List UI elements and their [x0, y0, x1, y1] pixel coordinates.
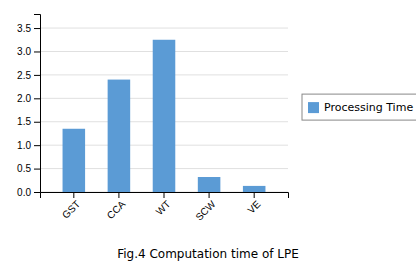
y-tick: 1.5 [17, 116, 40, 127]
x-tick-mark [73, 192, 74, 198]
y-tick-mark [34, 28, 40, 29]
y-tick: 1.0 [17, 140, 40, 151]
y-tick: 3.0 [17, 46, 40, 57]
y-tick: 2.0 [17, 93, 40, 104]
y-tick-mark [34, 169, 40, 170]
x-tick-label: GST [60, 198, 82, 220]
x-tick-mark [164, 192, 165, 198]
y-tick-mark [34, 51, 40, 52]
y-tick-mark [34, 75, 40, 76]
y-tick: 3.5 [17, 23, 40, 34]
bars [63, 40, 266, 192]
legend-swatch [308, 102, 319, 113]
y-tick-label: 2.0 [17, 93, 31, 104]
y-tick: 0.5 [17, 163, 40, 174]
x-axis-line [41, 193, 289, 199]
y-tick-label: 3.0 [17, 46, 31, 57]
x-axis: GST CCA WT SCW VE [41, 192, 289, 223]
x-tick: CCA [105, 192, 128, 221]
x-tick-label: SCW [193, 198, 218, 223]
caption: Fig.4 Computation time of LPE [117, 247, 299, 261]
x-tick-mark [254, 192, 255, 198]
y-axis: 0.0 0.5 1.0 1.5 2.0 2.5 3.0 3.5 [17, 15, 40, 198]
y-tick-label: 1.5 [17, 116, 31, 127]
x-tick: GST [60, 192, 82, 221]
y-tick-mark [34, 98, 40, 99]
x-tick-mark [209, 192, 210, 198]
plot-area: 0.0 0.5 1.0 1.5 2.0 2.5 3.0 3.5 GST CCA WT SCW VE [17, 15, 288, 223]
bar [198, 177, 221, 192]
x-tick: WT [154, 192, 173, 217]
x-tick-label: VE [245, 198, 262, 215]
chart: 0.0 0.5 1.0 1.5 2.0 2.5 3.0 3.5 GST CCA WT SCW VE Pro… [0, 0, 416, 264]
y-tick: 0.0 [17, 187, 40, 198]
y-tick-label: 1.0 [17, 140, 31, 151]
bar [108, 80, 131, 192]
y-tick-mark [34, 145, 40, 146]
grid [40, 28, 288, 192]
x-tick-label: CCA [105, 198, 128, 221]
legend-frame [302, 94, 416, 120]
y-tick-label: 0.5 [17, 163, 31, 174]
x-tick: SCW [193, 192, 218, 223]
legend: Processing Time [302, 94, 416, 120]
y-tick-mark [34, 122, 40, 123]
x-tick-mark [118, 192, 119, 198]
y-axis-line [34, 15, 41, 193]
grid-line [40, 28, 288, 29]
bar [243, 186, 266, 192]
x-tick-label: WT [154, 198, 173, 217]
bar [63, 129, 86, 192]
y-tick-label: 0.0 [17, 187, 31, 198]
x-tick: VE [245, 192, 262, 216]
legend-label: Processing Time [324, 101, 413, 114]
y-tick: 2.5 [17, 70, 40, 81]
y-tick-label: 3.5 [17, 23, 31, 34]
y-tick-mark [34, 192, 40, 193]
bar [153, 40, 176, 192]
y-tick-label: 2.5 [17, 70, 31, 81]
